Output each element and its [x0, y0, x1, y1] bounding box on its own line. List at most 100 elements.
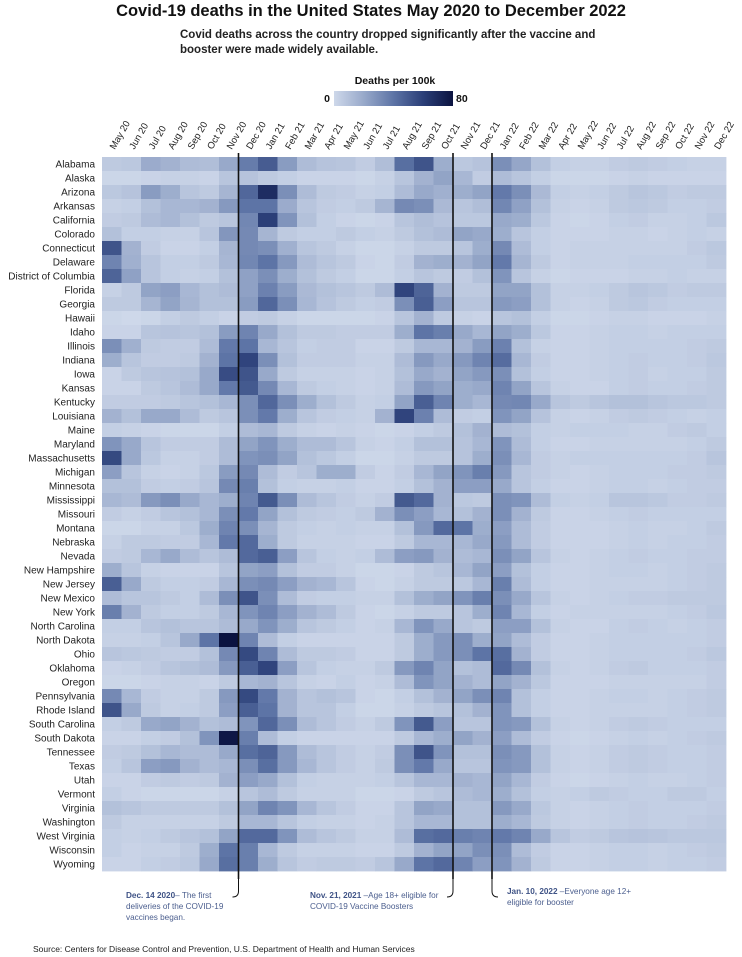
heatmap-cell	[453, 773, 473, 788]
heatmap-cell	[238, 703, 259, 718]
heatmap-cell	[570, 633, 590, 648]
heatmap-cell	[141, 773, 161, 788]
heatmap-cell	[199, 661, 220, 676]
heatmap-cell	[258, 199, 278, 214]
heatmap-cell	[550, 745, 571, 760]
heatmap-cell	[336, 185, 356, 200]
heatmap-cell	[102, 325, 122, 340]
heatmap-cell	[687, 633, 707, 648]
heatmap-cell	[160, 367, 181, 382]
heatmap-cell	[589, 507, 610, 522]
heatmap-cell	[219, 493, 239, 508]
heatmap-cell	[667, 619, 688, 634]
heatmap-cell	[589, 829, 610, 844]
heatmap-cell	[628, 171, 649, 186]
heatmap-cell	[375, 507, 395, 522]
heatmap-cell	[687, 563, 707, 578]
heatmap-cell	[277, 409, 298, 424]
heatmap-cell	[687, 297, 707, 312]
heatmap-cell	[199, 563, 220, 578]
heatmap-cell	[433, 535, 454, 550]
y-tick-label: Tennessee	[47, 748, 96, 759]
heatmap-cell	[414, 773, 434, 788]
heatmap-cell	[219, 353, 239, 368]
heatmap-cell	[336, 465, 356, 480]
heatmap-cell	[570, 829, 590, 844]
heatmap-cell	[219, 381, 239, 396]
heatmap-cell	[648, 521, 668, 536]
heatmap-cell	[375, 325, 395, 340]
annotation-vaccine-delivery: Dec. 14 2020– The first deliveries of th…	[126, 890, 246, 923]
heatmap-cell	[160, 241, 181, 256]
heatmap-cell	[589, 675, 610, 690]
heatmap-cell	[219, 241, 239, 256]
heatmap-cell	[492, 605, 512, 620]
heatmap-cell	[589, 787, 610, 802]
heatmap-cell	[375, 185, 395, 200]
heatmap-cell	[102, 395, 122, 410]
heatmap-cell	[492, 255, 512, 270]
heatmap-cell	[414, 493, 434, 508]
heatmap-cell	[589, 255, 610, 270]
heatmap-cell	[589, 241, 610, 256]
heatmap-cell	[492, 857, 512, 872]
heatmap-cell	[628, 535, 649, 550]
heatmap-cell	[628, 633, 649, 648]
heatmap-cell	[102, 283, 122, 298]
heatmap-cell	[453, 689, 473, 704]
heatmap-cell	[706, 815, 727, 830]
heatmap-cell	[667, 773, 688, 788]
heatmap-cell	[160, 521, 181, 536]
heatmap-cell	[141, 479, 161, 494]
heatmap-cell	[667, 563, 688, 578]
heatmap-cell	[706, 255, 727, 270]
heatmap-cell	[219, 185, 239, 200]
heatmap-cell	[589, 297, 610, 312]
heatmap-cell	[628, 647, 649, 662]
heatmap-cell	[589, 843, 610, 858]
heatmap-cell	[706, 787, 727, 802]
heatmap-cell	[297, 717, 317, 732]
heatmap-cell	[589, 549, 610, 564]
heatmap-cell	[511, 409, 532, 424]
heatmap-cell	[667, 829, 688, 844]
heatmap-cell	[628, 521, 649, 536]
heatmap-cell	[277, 339, 298, 354]
heatmap-cell	[433, 283, 454, 298]
heatmap-cell	[394, 787, 415, 802]
heatmap-cell	[121, 591, 142, 606]
heatmap-cell	[160, 395, 181, 410]
heatmap-cell	[453, 255, 473, 270]
heatmap-cell	[258, 787, 278, 802]
heatmap-cell	[219, 227, 239, 242]
heatmap-cell	[628, 829, 649, 844]
heatmap-cell	[550, 241, 571, 256]
heatmap-cell	[316, 437, 337, 452]
heatmap-cell	[472, 395, 493, 410]
heatmap-cell	[433, 465, 454, 480]
heatmap-cell	[238, 759, 259, 774]
heatmap-cell	[531, 353, 551, 368]
heatmap-cell	[453, 535, 473, 550]
heatmap-cell	[570, 199, 590, 214]
heatmap-cell	[277, 255, 298, 270]
heatmap-cell	[667, 465, 688, 480]
heatmap-cell	[589, 563, 610, 578]
heatmap-cell	[141, 409, 161, 424]
heatmap-cell	[355, 605, 376, 620]
heatmap-cell	[492, 353, 512, 368]
heatmap-cell	[414, 857, 434, 872]
heatmap-cell	[589, 465, 610, 480]
heatmap-cell	[102, 157, 122, 172]
heatmap-cell	[706, 773, 727, 788]
heatmap-cell	[667, 521, 688, 536]
heatmap-cell	[121, 549, 142, 564]
heatmap-cell	[511, 675, 532, 690]
heatmap-cell	[219, 703, 239, 718]
heatmap-cell	[687, 647, 707, 662]
heatmap-cell	[706, 185, 727, 200]
heatmap-cell	[336, 661, 356, 676]
heatmap-cell	[628, 451, 649, 466]
heatmap-cell	[511, 493, 532, 508]
heatmap-cell	[511, 605, 532, 620]
